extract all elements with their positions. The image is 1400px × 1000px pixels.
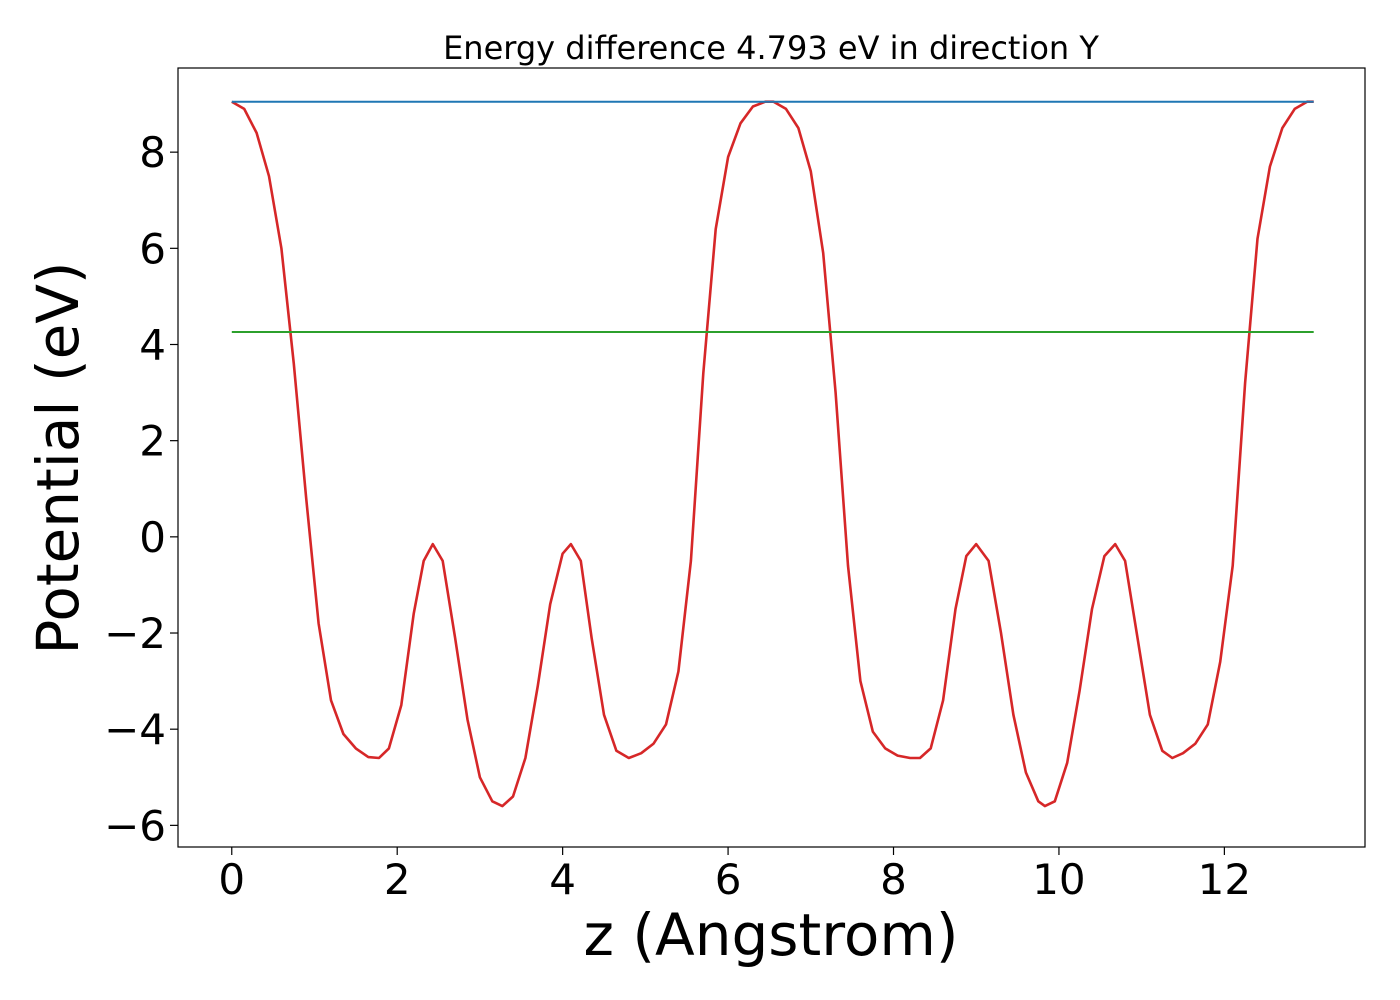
x-tick-label: 12: [1198, 855, 1251, 904]
x-tick-label: 0: [218, 855, 245, 904]
y-axis-label: Potential (eV): [24, 261, 92, 654]
plot-frame: [177, 67, 1366, 848]
y-tick-label: 8: [139, 128, 166, 177]
x-tick-label: 8: [880, 855, 907, 904]
x-axis-label: z (Angstrom): [584, 901, 959, 969]
x-tick-label: 6: [715, 855, 742, 904]
y-axis: 8 6 4 2 0 −2 −4 −6: [104, 128, 178, 850]
x-tick-label: 4: [549, 855, 576, 904]
y-tick-label: 0: [139, 513, 166, 562]
y-tick-label: 4: [139, 320, 166, 369]
series-line-1: [231, 100, 1314, 808]
y-tick-label: −6: [104, 801, 166, 850]
x-tick-label: 10: [1032, 855, 1085, 904]
x-tick-label: 2: [384, 855, 411, 904]
x-axis: 0 2 4 6 8 10 12: [218, 847, 1251, 904]
y-tick-label: 6: [139, 224, 166, 273]
y-tick-label: 2: [139, 417, 166, 466]
y-tick-label: −2: [104, 609, 166, 658]
chart-title: Energy difference 4.793 eV in direction …: [443, 29, 1099, 67]
y-tick-label: −4: [104, 705, 166, 754]
series-layer: [231, 100, 1314, 808]
